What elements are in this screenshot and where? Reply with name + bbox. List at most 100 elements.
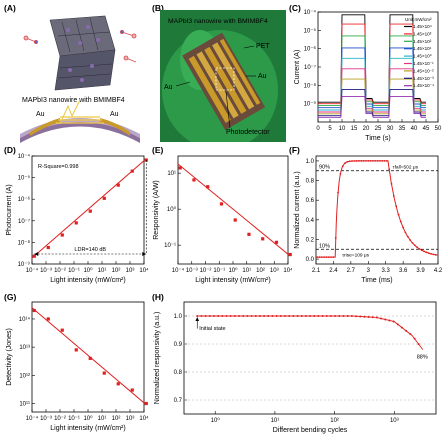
panel-label-f: (F)	[289, 145, 300, 155]
chart-f-data-point	[353, 160, 356, 162]
chart-c-legend-entry: 1.45×10⁻⁴	[413, 83, 434, 88]
chart-e-xtick-label: 10⁻³	[186, 268, 198, 274]
chart-f-data-point	[418, 247, 421, 250]
chart-h-data-point	[292, 315, 295, 317]
panel-a-schematic: MAPbI3 nanowire with BMIMBF4 Au Au PET	[20, 15, 140, 143]
panel-label-e: (E)	[152, 145, 164, 155]
chart-h-data-point	[350, 315, 353, 317]
chart-f-xtick-label: 2.4	[329, 268, 338, 274]
chart-g-ytick-label: 10¹³	[19, 345, 30, 351]
chart-f-data-point	[395, 205, 398, 208]
chart-d-data-point	[88, 209, 92, 213]
photodetector-marker	[215, 67, 235, 91]
chart-f-data-point	[425, 251, 428, 254]
chart-g-detectivity: 10⁻⁴ 10⁻³ 10⁻² 10⁻¹ 10⁰ 10¹ 10² 10³ 10⁴ 10¹¹ 10¹² 1…	[6, 301, 149, 432]
panel-a-pet: PET	[74, 136, 88, 143]
chart-h-data-point	[242, 315, 245, 317]
chart-c-legend-entry: 1.45×10⁴	[413, 24, 432, 29]
chart-h-ytick-label: 0.7	[174, 398, 183, 404]
chart-f-data-point	[427, 252, 430, 255]
chart-f-10-label: 10%	[319, 243, 330, 249]
chart-d-data-point	[102, 196, 106, 200]
chart-f-xtick-label: 2.7	[347, 268, 356, 274]
chart-g-data-point	[102, 371, 106, 375]
chart-h-data-point	[288, 315, 291, 317]
chart-g-xtick-label: 10³	[126, 416, 135, 422]
chart-f-data-point	[330, 256, 333, 259]
chart-h-data-point	[208, 315, 211, 317]
chart-d-xtick-label: 10⁰	[83, 267, 93, 274]
chart-e-data-point	[288, 252, 292, 257]
chart-f-data-point	[372, 160, 374, 162]
chart-d-ylabel: Photocurrent (A)	[6, 184, 13, 235]
chart-h-data-point	[400, 326, 403, 329]
chart-e-data-point	[274, 240, 279, 244]
chart-c-xtick-label: 45	[423, 126, 430, 132]
chart-f-xtick-label: 3.3	[382, 268, 391, 274]
chart-g-xtick-label: 10⁴	[139, 415, 149, 422]
chart-f-data-point	[402, 226, 405, 229]
chart-h-ytick-label: 0.9	[174, 342, 183, 348]
chart-f-data-point	[355, 160, 358, 162]
chart-e-xtick-label: 10⁴	[283, 267, 292, 274]
chart-f-data-point	[344, 162, 346, 165]
chart-f-ytick-label: 0.6	[306, 198, 315, 204]
chart-h-data-point	[342, 315, 345, 317]
chart-d-data-point	[130, 169, 134, 173]
chart-h-data-point	[300, 315, 303, 317]
chart-f-data-point	[348, 160, 351, 163]
chart-e-xtick-label: 10²	[256, 268, 265, 274]
chart-c-legend-entry: 1.45×10¹	[413, 46, 432, 51]
chart-h-data-point	[225, 315, 228, 317]
chart-f-ytick-label: 0.2	[306, 237, 315, 243]
panel-label-b: (B)	[152, 3, 164, 13]
chart-h-xlabel: Different bending cycles	[273, 427, 348, 434]
chart-g-data-point	[46, 317, 50, 321]
chart-h-data-point	[409, 333, 412, 336]
chart-h-data-point	[309, 315, 312, 317]
chart-d-data-point	[60, 233, 64, 237]
chart-d-ytick-label: 10⁻⁹	[18, 261, 31, 268]
chart-h-ytick-label: 0.8	[174, 370, 183, 376]
chart-f-data-point	[379, 160, 381, 162]
chart-c-legend-entry: 1.45×10⁻¹	[413, 61, 434, 66]
chart-g-xtick-label: 10¹	[98, 416, 107, 422]
chart-c-xtick-label: 30	[387, 126, 394, 132]
chart-f-ytick-label: 0.8	[306, 179, 315, 185]
chart-d-xtick-label: 10⁻³	[40, 268, 52, 274]
chart-c-xtick-label: 50	[435, 126, 442, 132]
panel-label-a: (A)	[4, 3, 16, 13]
chart-g-xlabel: Light intensity (mW/cm²)	[50, 425, 125, 432]
chart-f-ylabel: Normalized current (a.u.)	[294, 171, 301, 248]
chart-f-ytick-label: 0.4	[306, 218, 315, 224]
chart-h-xtick-label: 10¹	[271, 418, 280, 424]
chart-f-response-time: 2.1 2.4 2.7 3 3.3 3.6 3.9 4.2 0.0 0.2 0.4 0.6 0.8 1.0…	[294, 155, 442, 284]
chart-h-data-point	[196, 315, 199, 317]
panel-b-au-left: Au	[164, 84, 173, 91]
chart-e-xtick-label: 10⁻²	[200, 268, 212, 274]
chart-g-ytick-label: 10¹²	[19, 373, 30, 379]
chart-f-data-point	[332, 256, 335, 259]
chart-c-xtick-label: 10	[339, 126, 346, 132]
chart-h-data-point	[221, 315, 224, 317]
chart-g-data-point	[130, 388, 134, 392]
chart-f-data-point	[404, 231, 407, 234]
chart-d-fit-line	[31, 158, 147, 259]
chart-f-data-point	[432, 253, 435, 256]
chart-g-data-point	[116, 382, 120, 386]
chart-c-series-line	[318, 88, 426, 117]
chart-d-data-point	[74, 221, 78, 225]
chart-g-ylabel: Detectivity (Jones)	[6, 328, 13, 386]
chart-g-fit-line	[31, 307, 147, 406]
chart-f-data-point	[316, 256, 319, 259]
panel-a-au-right: Au	[110, 111, 119, 118]
chart-d-ytick-label: 10⁻⁵	[18, 175, 31, 182]
chart-e-ytick-label: 10⁰	[167, 206, 177, 213]
chart-f-xtick-label: 3.6	[399, 268, 408, 274]
chart-f-rise-label: τrise=109 μs	[342, 252, 370, 258]
chart-e-xtick-label: 10⁰	[228, 267, 238, 274]
chart-f-data-point	[369, 160, 372, 162]
chart-f-data-point	[339, 173, 342, 175]
chart-h-data-point	[413, 337, 416, 340]
panel-a-caption: MAPbI3 nanowire with BMIMBF4	[22, 97, 125, 104]
